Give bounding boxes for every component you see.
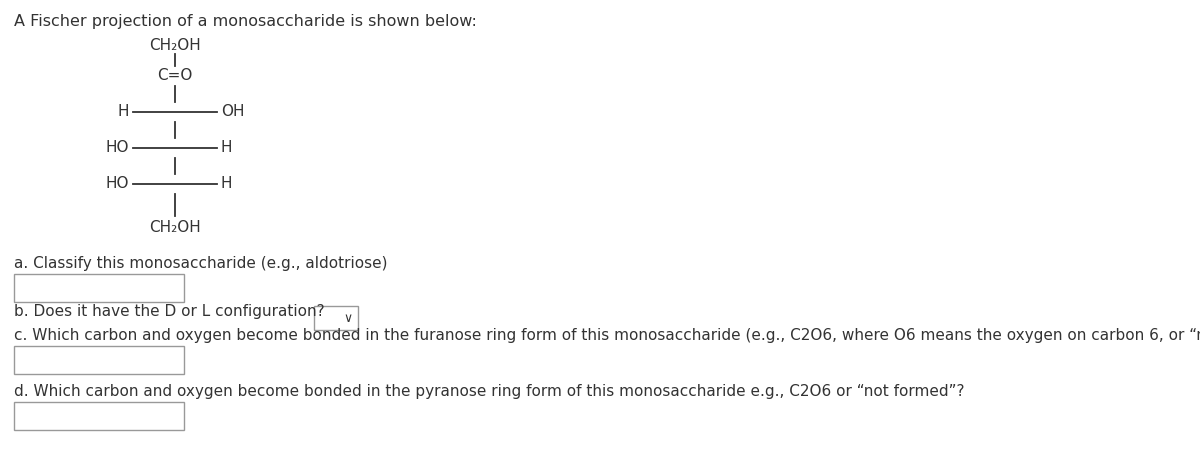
Text: ∨: ∨ bbox=[343, 311, 353, 325]
Text: H: H bbox=[118, 104, 130, 119]
Bar bbox=[14, 346, 184, 374]
Text: c. Which carbon and oxygen become bonded in the furanose ring form of this monos: c. Which carbon and oxygen become bonded… bbox=[14, 328, 1200, 343]
Text: CH₂OH: CH₂OH bbox=[149, 220, 200, 235]
Bar bbox=[14, 402, 184, 430]
Text: H: H bbox=[221, 140, 233, 156]
Bar bbox=[314, 306, 358, 330]
Bar bbox=[14, 274, 184, 302]
Text: b. Does it have the D or L configuration?: b. Does it have the D or L configuration… bbox=[14, 304, 325, 319]
Text: HO: HO bbox=[106, 177, 130, 192]
Text: d. Which carbon and oxygen become bonded in the pyranose ring form of this monos: d. Which carbon and oxygen become bonded… bbox=[14, 384, 965, 399]
Text: a. Classify this monosaccharide (e.g., aldotriose): a. Classify this monosaccharide (e.g., a… bbox=[14, 256, 388, 271]
Text: CH₂OH: CH₂OH bbox=[149, 38, 200, 53]
Text: H: H bbox=[221, 177, 233, 192]
Text: A Fischer projection of a monosaccharide is shown below:: A Fischer projection of a monosaccharide… bbox=[14, 14, 476, 29]
Text: HO: HO bbox=[106, 140, 130, 156]
Text: C=O: C=O bbox=[157, 68, 193, 83]
Text: OH: OH bbox=[221, 104, 245, 119]
